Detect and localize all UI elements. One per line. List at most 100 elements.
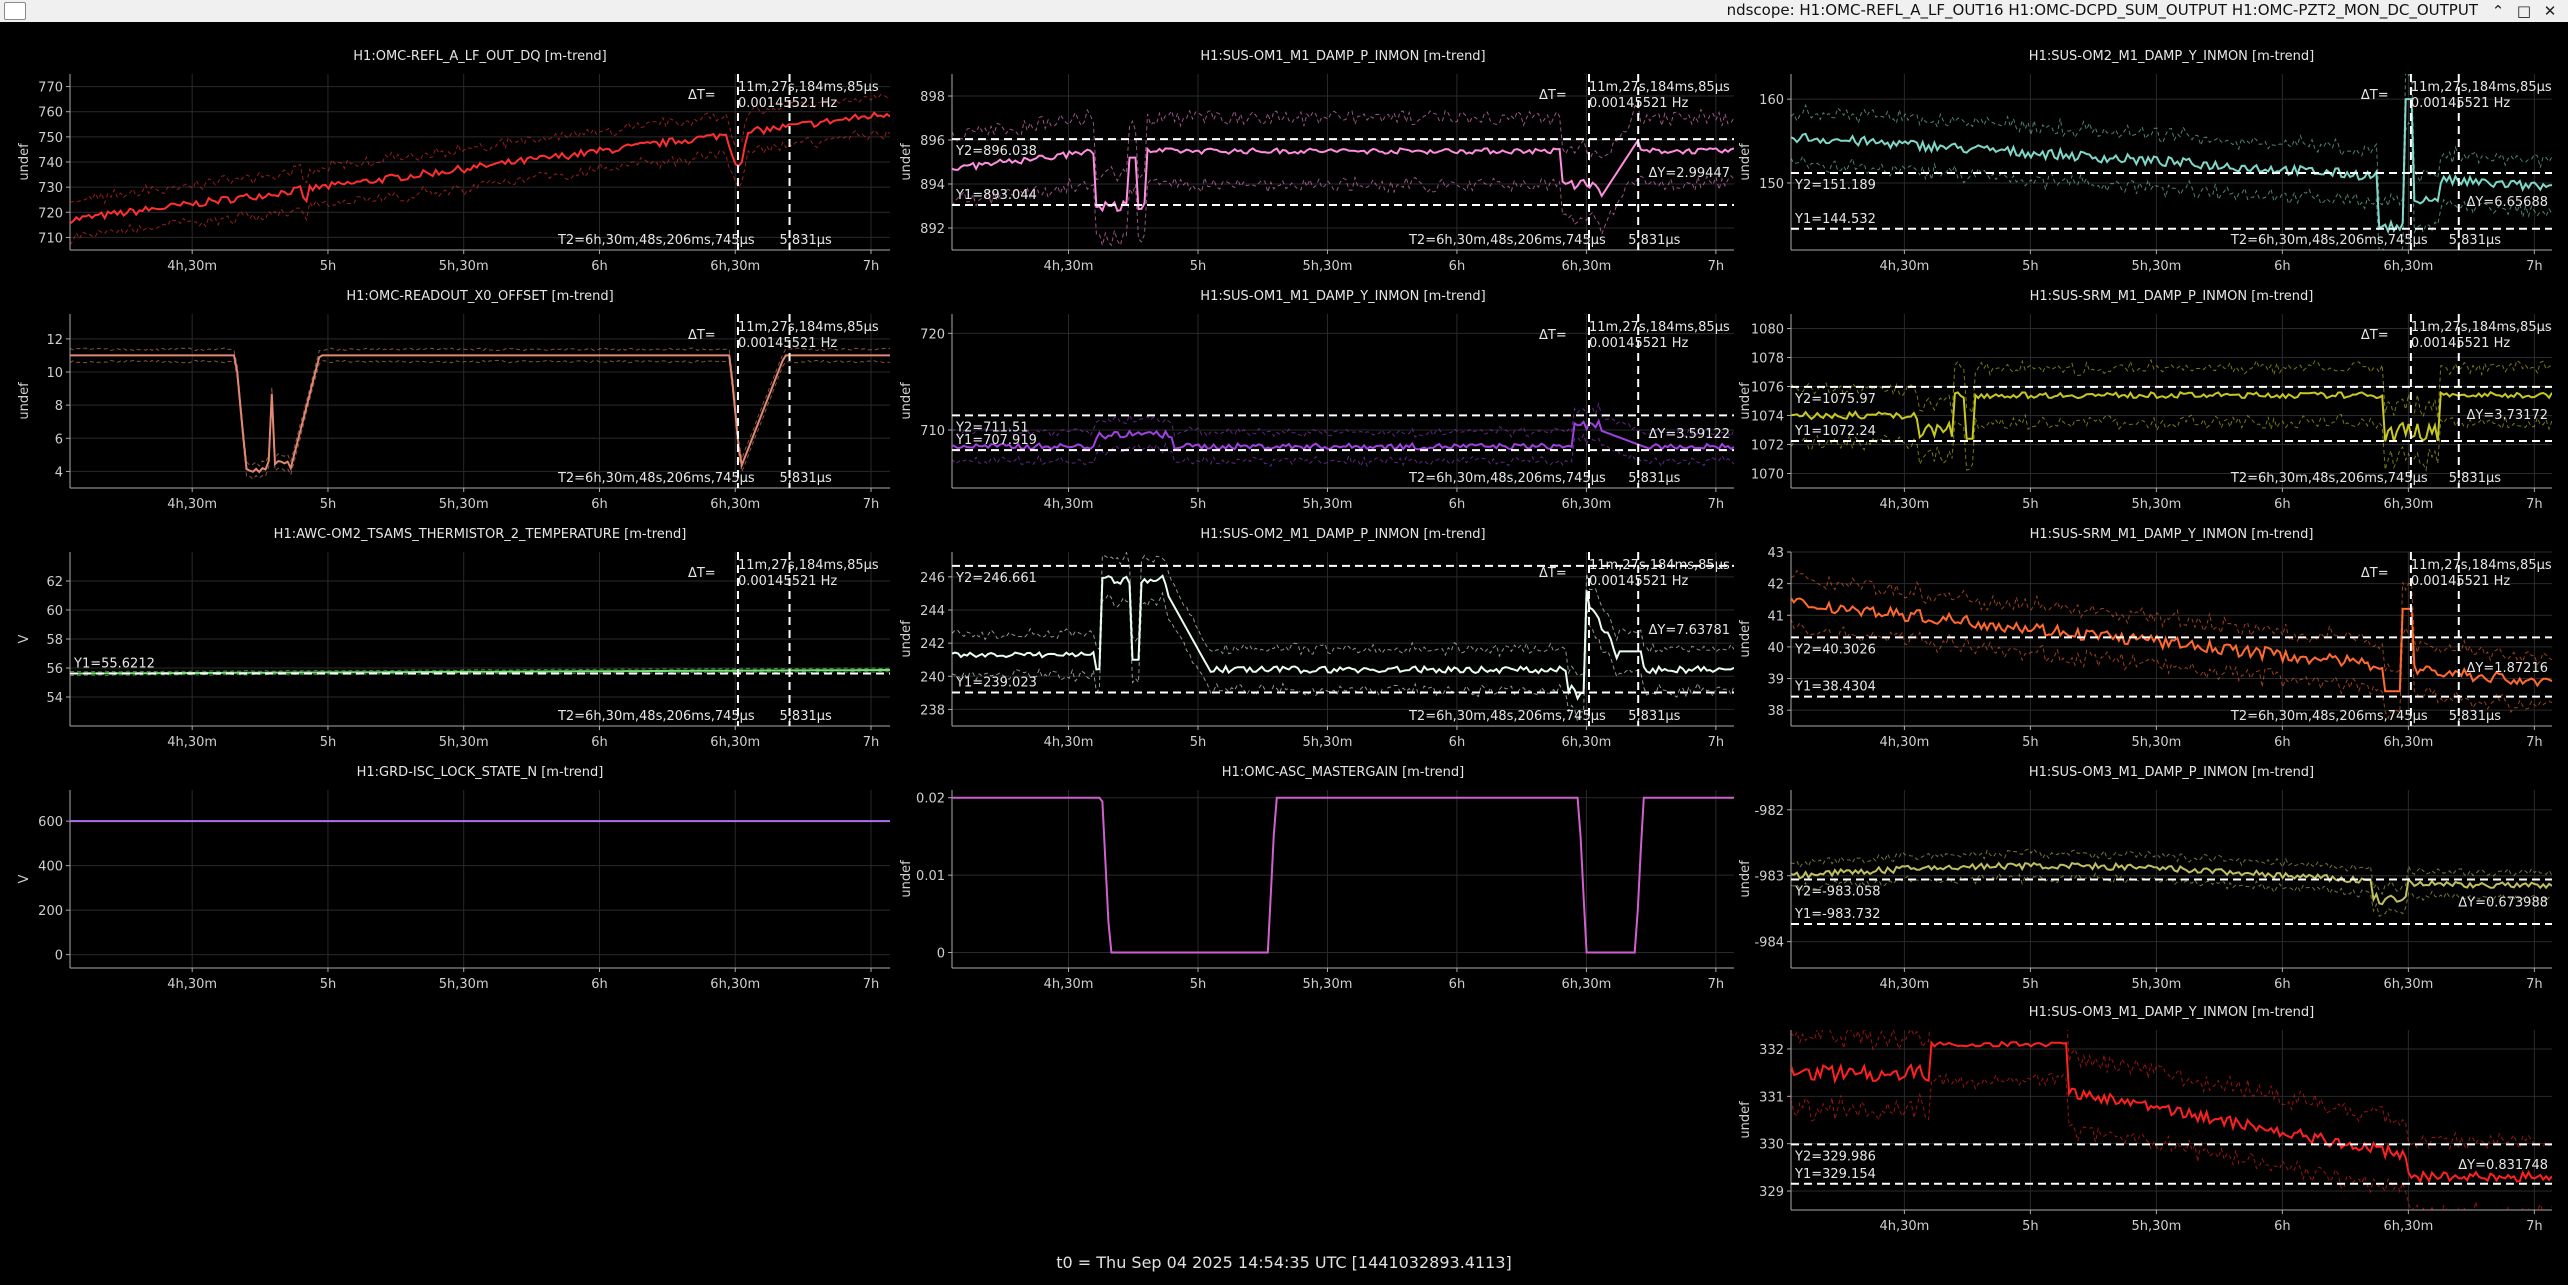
y-tick-label: 200: [38, 904, 63, 919]
y-tick-label: 332: [1759, 1043, 1784, 1058]
y-tick-label: 0.02: [916, 792, 945, 807]
trace-max: [952, 102, 1734, 182]
y2-label: Y2=896.038: [955, 144, 1037, 159]
t2-label-tail: 5,831µs: [1628, 471, 1680, 486]
x-tick-label: 6h: [1449, 497, 1466, 512]
delta-y-label: ΔY=0.831748: [2458, 1158, 2548, 1173]
x-tick-label: 7h: [1708, 497, 1725, 512]
delta-t-value: 11m,27s,184ms,85µs: [738, 558, 879, 573]
delta-t-label: ΔT=: [2361, 566, 2389, 581]
y-axis-label: undef: [1738, 860, 1753, 898]
delta-t-value: 11m,27s,184ms,85µs: [738, 80, 879, 95]
x-tick-label: 5h,30m: [1303, 977, 1353, 992]
x-tick-label: 6h,30m: [1561, 259, 1611, 274]
y-tick-label: 40: [1767, 641, 1784, 656]
y-axis-label: undef: [899, 620, 914, 658]
x-tick-label: 4h,30m: [1044, 497, 1094, 512]
y-tick-label: 62: [46, 575, 63, 590]
y-axis-label: V: [17, 874, 32, 883]
y-tick-label: 894: [920, 178, 945, 193]
chart-panel-6: H1:AWC-OM2_TSAMS_THERMISTOR_2_TEMPERATUR…: [17, 527, 890, 750]
y-tick-label: 760: [38, 106, 63, 121]
delta-t-freq: 0.00145521 Hz: [738, 574, 837, 589]
chart-title: H1:SUS-OM2_M1_DAMP_P_INMON [m-trend]: [1200, 527, 1485, 542]
x-tick-label: 5h,30m: [2131, 735, 2181, 750]
y1-label: Y1=-983.732: [1794, 907, 1881, 922]
y-tick-label: 750: [38, 131, 63, 146]
y-tick-label: 330: [1759, 1138, 1784, 1153]
plot-grid[interactable]: H1:OMC-REFL_A_LF_OUT_DQ [m-trend] 710 720 7…: [10, 24, 2566, 1249]
delta-y-label: ΔY=2.99447: [1649, 166, 1731, 181]
delta-t-label: ΔT=: [688, 328, 716, 343]
collapse-button[interactable]: ⌃: [2491, 2, 2505, 20]
x-tick-label: 5h: [2022, 1219, 2039, 1234]
trace-min: [70, 671, 890, 677]
t2-label: T2=6h,30m,48s,206ms,745µs: [2230, 233, 2428, 248]
x-tick-label: 5h,30m: [2131, 259, 2181, 274]
y-tick-label: 770: [38, 81, 63, 96]
y-tick-label: 240: [920, 670, 945, 685]
y-tick-label: 8: [55, 399, 63, 414]
x-tick-label: 5h: [320, 497, 337, 512]
x-tick-label: 5h: [2022, 735, 2039, 750]
trace-mean: [952, 418, 1734, 451]
x-tick-label: 5h,30m: [2131, 977, 2181, 992]
trace-mean: [1791, 597, 2552, 693]
x-tick-label: 6h,30m: [1561, 497, 1611, 512]
y-tick-label: 0: [55, 949, 63, 964]
x-tick-label: 6h: [591, 259, 608, 274]
delta-y-label: ΔY=3.73172: [2467, 408, 2549, 423]
y-tick-label: 898: [920, 90, 945, 105]
delta-t-value: 11m,27s,184ms,85µs: [1589, 320, 1730, 335]
delta-y-label: ΔY=3.59122: [1649, 427, 1731, 442]
y2-label: Y2=329.986: [1794, 1149, 1876, 1164]
trace-max: [70, 347, 890, 467]
y1-label: Y1=707.919: [955, 433, 1037, 448]
window-title: ndscope: H1:OMC-REFL_A_LF_OUT16 H1:OMC-D…: [1726, 1, 2478, 19]
trace-mean: [1791, 861, 2552, 906]
y-tick-label: 42: [1767, 578, 1784, 593]
trace-min: [1791, 872, 2552, 918]
x-tick-label: 4h,30m: [1044, 259, 1094, 274]
delta-t-value: 11m,27s,184ms,85µs: [1589, 80, 1730, 95]
y-axis-label: undef: [17, 382, 32, 420]
y-tick-label: 1072: [1751, 439, 1784, 454]
y-tick-label: 56: [46, 662, 63, 677]
y2-label: Y2=711.51: [955, 420, 1029, 435]
delta-t-label: ΔT=: [1539, 328, 1567, 343]
t2-label: T2=6h,30m,48s,206ms,745µs: [2230, 471, 2428, 486]
delta-y-label: ΔY=1.87216: [2467, 661, 2549, 676]
x-tick-label: 4h,30m: [167, 977, 217, 992]
x-tick-label: 7h: [863, 977, 880, 992]
t2-label: T2=6h,30m,48s,206ms,745µs: [557, 709, 755, 724]
delta-t-label: ΔT=: [2361, 88, 2389, 103]
y-tick-label: 242: [920, 637, 945, 652]
t2-label: T2=6h,30m,48s,206ms,745µs: [1408, 233, 1606, 248]
y-tick-label: 1080: [1751, 323, 1784, 338]
y-axis-label: undef: [1738, 620, 1753, 658]
chart-panel-8: H1:SUS-SRM_M1_DAMP_Y_INMON [m-trend] 38 39…: [1738, 527, 2552, 750]
x-tick-label: 5h: [1190, 259, 1207, 274]
y-tick-label: 244: [920, 604, 945, 619]
x-tick-label: 6h,30m: [1561, 735, 1611, 750]
delta-t-value: 11m,27s,184ms,85µs: [2411, 558, 2552, 573]
t2-label: T2=6h,30m,48s,206ms,745µs: [2230, 709, 2428, 724]
x-tick-label: 6h,30m: [2383, 1219, 2433, 1234]
x-tick-label: 5h: [1190, 497, 1207, 512]
trace-mean: [70, 354, 890, 474]
chart-title: H1:GRD-ISC_LOCK_STATE_N [m-trend]: [357, 765, 604, 780]
chart-title: H1:AWC-OM2_TSAMS_THERMISTOR_2_TEMPERATUR…: [274, 527, 687, 542]
y2-label: Y2=-983.058: [1794, 885, 1881, 900]
x-tick-label: 5h,30m: [1303, 735, 1353, 750]
x-tick-label: 6h: [1449, 977, 1466, 992]
y-axis-label: undef: [1738, 1101, 1753, 1139]
y-tick-label: 1070: [1751, 468, 1784, 483]
x-tick-label: 6h: [591, 977, 608, 992]
maximize-button[interactable]: □: [2516, 2, 2532, 20]
y-tick-label: 238: [920, 703, 945, 718]
trace-mean: [1791, 390, 2552, 442]
close-button[interactable]: ✕: [2543, 2, 2557, 20]
y2-label: Y2=246.661: [955, 571, 1037, 586]
t2-label-tail: 5,831µs: [1628, 709, 1680, 724]
chart-panel-7: H1:SUS-OM2_M1_DAMP_P_INMON [m-trend] 238 2…: [899, 527, 1734, 750]
